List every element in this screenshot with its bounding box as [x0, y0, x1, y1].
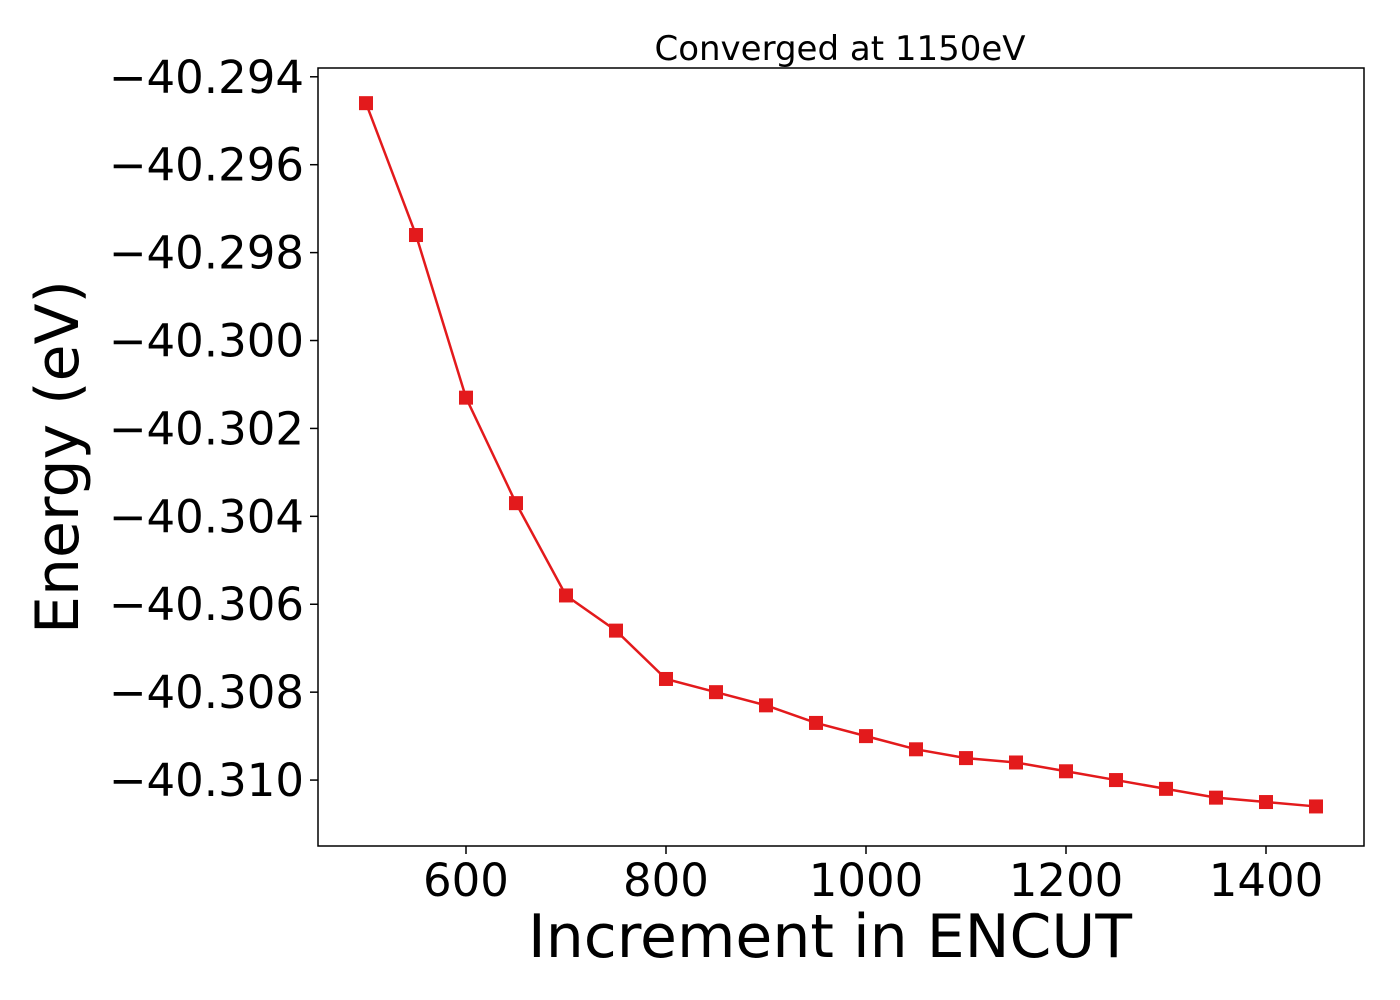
x-tick-label: 1400 — [1209, 854, 1324, 907]
data-point — [959, 751, 973, 766]
data-point — [359, 96, 373, 111]
data-point — [409, 228, 423, 243]
data-point — [1009, 755, 1023, 770]
y-tick-label: −40.298 — [109, 227, 304, 280]
data-point — [1259, 795, 1273, 810]
x-tick-label: 800 — [623, 854, 709, 907]
chart-title: Converged at 1150eV — [654, 29, 1025, 69]
x-tick-label: 1200 — [1009, 854, 1124, 907]
x-tick-label: 600 — [423, 854, 509, 907]
data-point — [1309, 799, 1323, 814]
y-tick-label: −40.306 — [109, 578, 304, 631]
plot-frame — [317, 67, 1365, 847]
x-axis-label: Increment in ENCUT — [528, 902, 1132, 972]
data-point — [509, 496, 523, 511]
data-point — [909, 742, 923, 757]
y-axis-label: Energy (eV) — [23, 280, 93, 634]
data-point — [1159, 781, 1173, 796]
x-axis-ticks: 600 800 1000 1200 1400 — [423, 846, 1323, 907]
y-tick-label: −40.304 — [109, 490, 304, 543]
data-point — [709, 685, 723, 700]
y-tick-label: −40.300 — [109, 315, 304, 368]
data-point — [1109, 773, 1123, 788]
y-axis-ticks: −40.294 −40.296 −40.298 −40.300 −40.302 −40.3… — [109, 51, 318, 807]
y-tick-label: −40.310 — [109, 754, 304, 807]
data-point — [609, 623, 623, 638]
y-tick-label: −40.302 — [109, 402, 304, 455]
series-line — [364, 102, 1317, 808]
y-tick-label: −40.294 — [109, 51, 304, 104]
data-point — [559, 588, 573, 603]
data-point — [859, 729, 873, 744]
series-layer — [359, 96, 1323, 814]
x-tick-label: 1000 — [809, 854, 924, 907]
data-point — [659, 671, 673, 686]
y-tick-label: −40.296 — [109, 139, 304, 192]
data-point — [1059, 764, 1073, 779]
y-tick-label: −40.308 — [109, 666, 304, 719]
data-point — [759, 698, 773, 713]
data-point — [809, 715, 823, 730]
data-point — [1209, 790, 1223, 805]
data-point — [459, 390, 473, 405]
